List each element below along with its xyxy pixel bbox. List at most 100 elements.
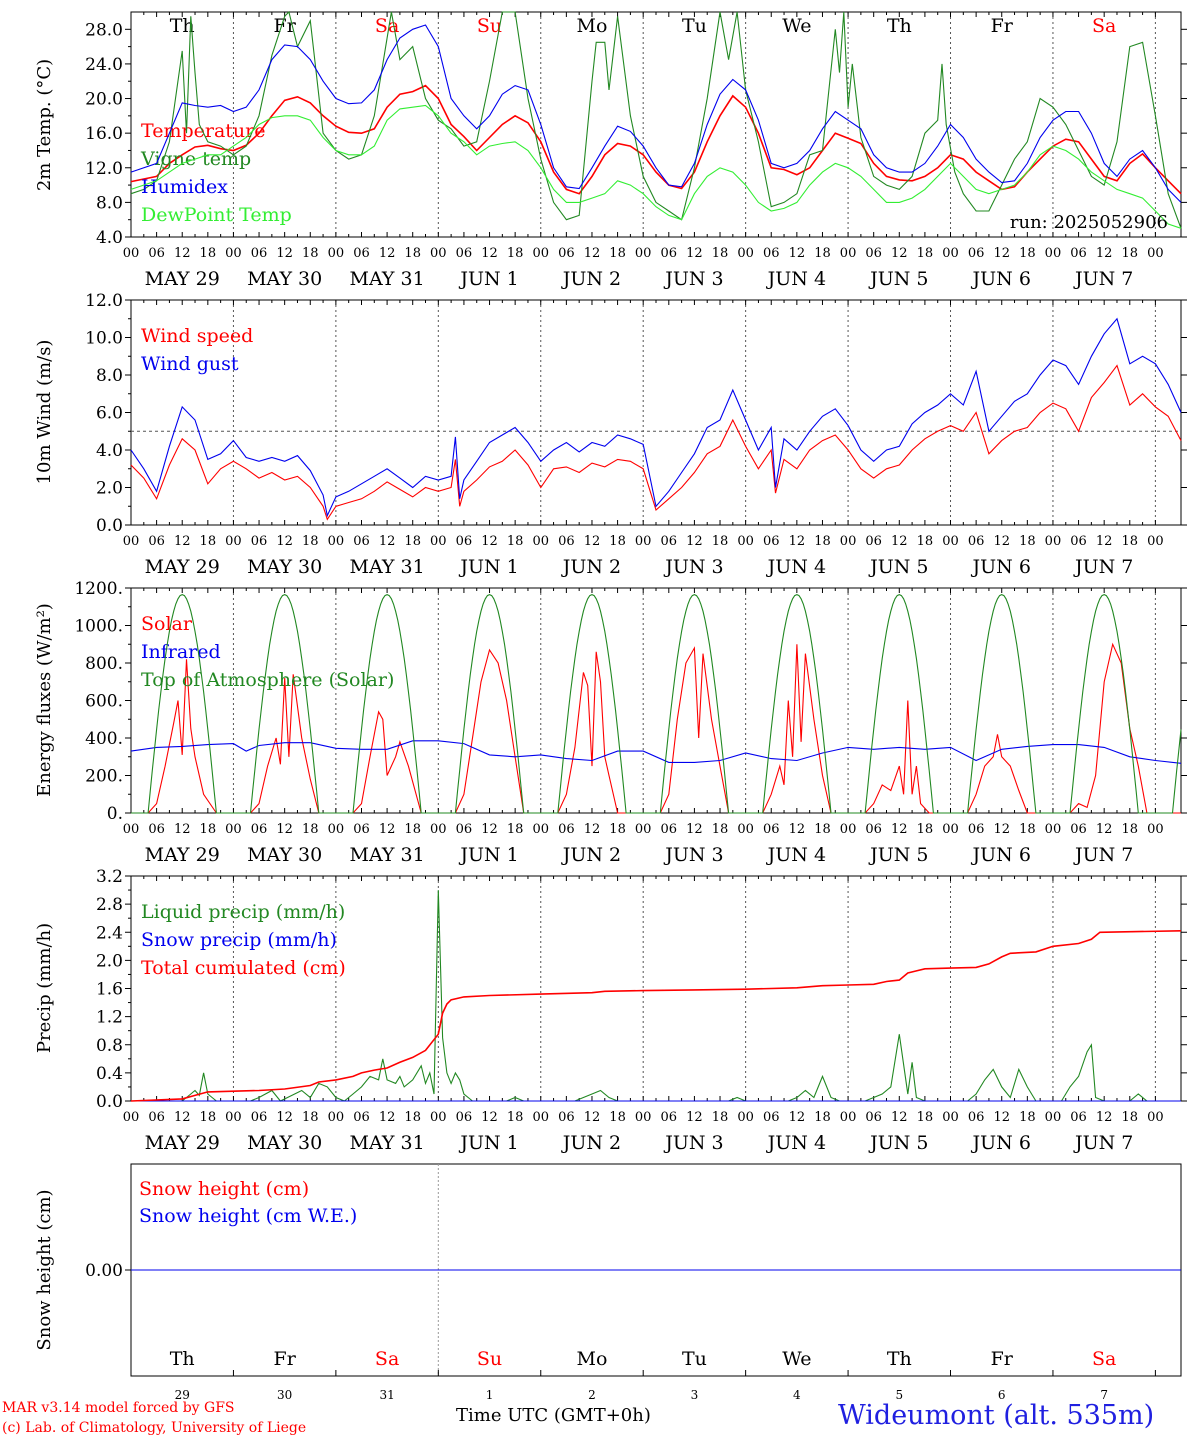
x-tick-label: 18	[404, 822, 421, 837]
y-tick-label: 4.0	[96, 441, 123, 461]
series-line-temperature-1	[130, 10, 1182, 229]
x-tick-label: 18	[917, 534, 934, 549]
x-tick-label: 12	[481, 246, 498, 261]
x-day-label: JUN 6	[971, 1132, 1031, 1154]
x-tick-label: 00	[123, 822, 140, 837]
y-tick-label: 4.0	[96, 228, 123, 248]
x-tick-label: 00	[532, 534, 549, 549]
x-tick-label: 12	[584, 246, 601, 261]
y-tick-label: 16.0	[85, 124, 123, 144]
weekday-label: We	[782, 1348, 811, 1370]
y-axis-label: 10m Wind (m/s)	[34, 340, 55, 485]
day-number-label: 31	[379, 1388, 394, 1402]
y-tick-label: 0.0	[96, 516, 123, 536]
x-tick-label: 00	[532, 822, 549, 837]
x-tick-label: 12	[686, 246, 703, 261]
x-tick-label: 00	[840, 534, 857, 549]
x-tick-label: 00	[635, 1110, 652, 1125]
weekday-label: We	[782, 15, 811, 37]
x-tick-label: 06	[148, 534, 165, 549]
x-tick-label: 06	[661, 1110, 678, 1125]
x-tick-label: 06	[1070, 534, 1087, 549]
x-tick-label: 18	[712, 822, 729, 837]
y-tick-label: 2.0	[96, 951, 123, 971]
x-day-label: MAY 30	[247, 844, 322, 866]
series-line-temperature-0	[130, 84, 1182, 195]
y-tick-label: 800.	[85, 654, 123, 674]
station-name: Wideumont (alt. 535m)	[838, 1400, 1155, 1431]
x-tick-label: 00	[328, 534, 345, 549]
x-tick-label: 12	[1096, 822, 1113, 837]
x-tick-label: 06	[1070, 1110, 1087, 1125]
x-tick-label: 18	[507, 246, 524, 261]
y-tick-label: 0.	[107, 804, 123, 824]
x-day-label: JUN 2	[561, 556, 621, 578]
x-tick-label: 06	[865, 822, 882, 837]
x-tick-label: 12	[481, 822, 498, 837]
x-tick-label: 06	[456, 1110, 473, 1125]
x-tick-label: 12	[686, 822, 703, 837]
weekday-label: Mo	[577, 15, 608, 37]
x-tick-label: 18	[814, 534, 831, 549]
x-tick-label: 12	[379, 1110, 396, 1125]
legend-entry: Infrared	[141, 641, 221, 663]
x-tick-label: 12	[481, 1110, 498, 1125]
x-tick-label: 12	[174, 246, 191, 261]
y-tick-label: 0.4	[96, 1064, 123, 1084]
plot-frame-energy	[130, 587, 1182, 814]
x-tick-label: 18	[507, 1110, 524, 1125]
legend-entry: Humidex	[141, 176, 228, 198]
x-tick-label: 12	[993, 534, 1010, 549]
x-tick-label: 06	[251, 822, 268, 837]
legend-entry: Liquid precip (mm/h)	[141, 901, 345, 923]
series-line-precip-2	[130, 930, 1182, 1102]
x-tick-label: 12	[276, 822, 293, 837]
y-tick-label: 28.0	[85, 20, 123, 40]
weekday-label: Su	[477, 15, 502, 37]
x-day-label: JUN 6	[971, 556, 1031, 578]
x-tick-label: 00	[840, 1110, 857, 1125]
x-tick-label: 12	[789, 822, 806, 837]
legend-entry: Wind speed	[141, 325, 253, 347]
legend-entry: Snow height (cm W.E.)	[139, 1205, 357, 1227]
x-tick-label: 00	[635, 822, 652, 837]
x-axis-title: Time UTC (GMT+0h)	[456, 1405, 651, 1426]
x-tick-label: 00	[225, 246, 242, 261]
x-tick-label: 00	[328, 246, 345, 261]
weekday-label: Fr	[274, 1348, 297, 1370]
y-axis-label: 2m Temp. (°C)	[34, 59, 55, 191]
x-tick-label: 18	[814, 246, 831, 261]
x-tick-label: 00	[1045, 1110, 1062, 1125]
x-tick-label: 06	[558, 822, 575, 837]
legend-entry: Snow height (cm)	[139, 1178, 309, 1200]
x-tick-label: 18	[302, 822, 319, 837]
lab-credit: (c) Lab. of Climatology, University of L…	[2, 1420, 307, 1436]
x-tick-label: 06	[763, 246, 780, 261]
x-tick-label: 06	[763, 534, 780, 549]
x-tick-label: 12	[174, 534, 191, 549]
x-tick-label: 06	[763, 1110, 780, 1125]
x-tick-label: 12	[686, 1110, 703, 1125]
legend-entry: Total cumulated (cm)	[141, 957, 346, 979]
y-tick-label: 8.0	[96, 366, 123, 386]
x-tick-label: 12	[891, 1110, 908, 1125]
x-tick-label: 06	[148, 822, 165, 837]
y-tick-label: 2.8	[96, 895, 123, 915]
x-tick-label: 12	[379, 246, 396, 261]
x-tick-label: 12	[481, 534, 498, 549]
day-number-label: 29	[175, 1388, 190, 1402]
x-tick-label: 18	[712, 246, 729, 261]
x-tick-label: 18	[1122, 822, 1139, 837]
x-tick-label: 12	[1096, 1110, 1113, 1125]
x-day-label: MAY 31	[350, 1132, 425, 1154]
x-day-label: MAY 31	[350, 556, 425, 578]
weekday-label: Fr	[991, 15, 1014, 37]
x-tick-label: 12	[789, 1110, 806, 1125]
run-annotation: run: 2025052906	[1010, 212, 1168, 233]
x-tick-label: 12	[379, 534, 396, 549]
weekday-label: Th	[170, 1348, 195, 1370]
x-tick-label: 12	[276, 1110, 293, 1125]
weekday-label: Mo	[577, 1348, 608, 1370]
y-tick-label: 1.2	[96, 1008, 123, 1028]
